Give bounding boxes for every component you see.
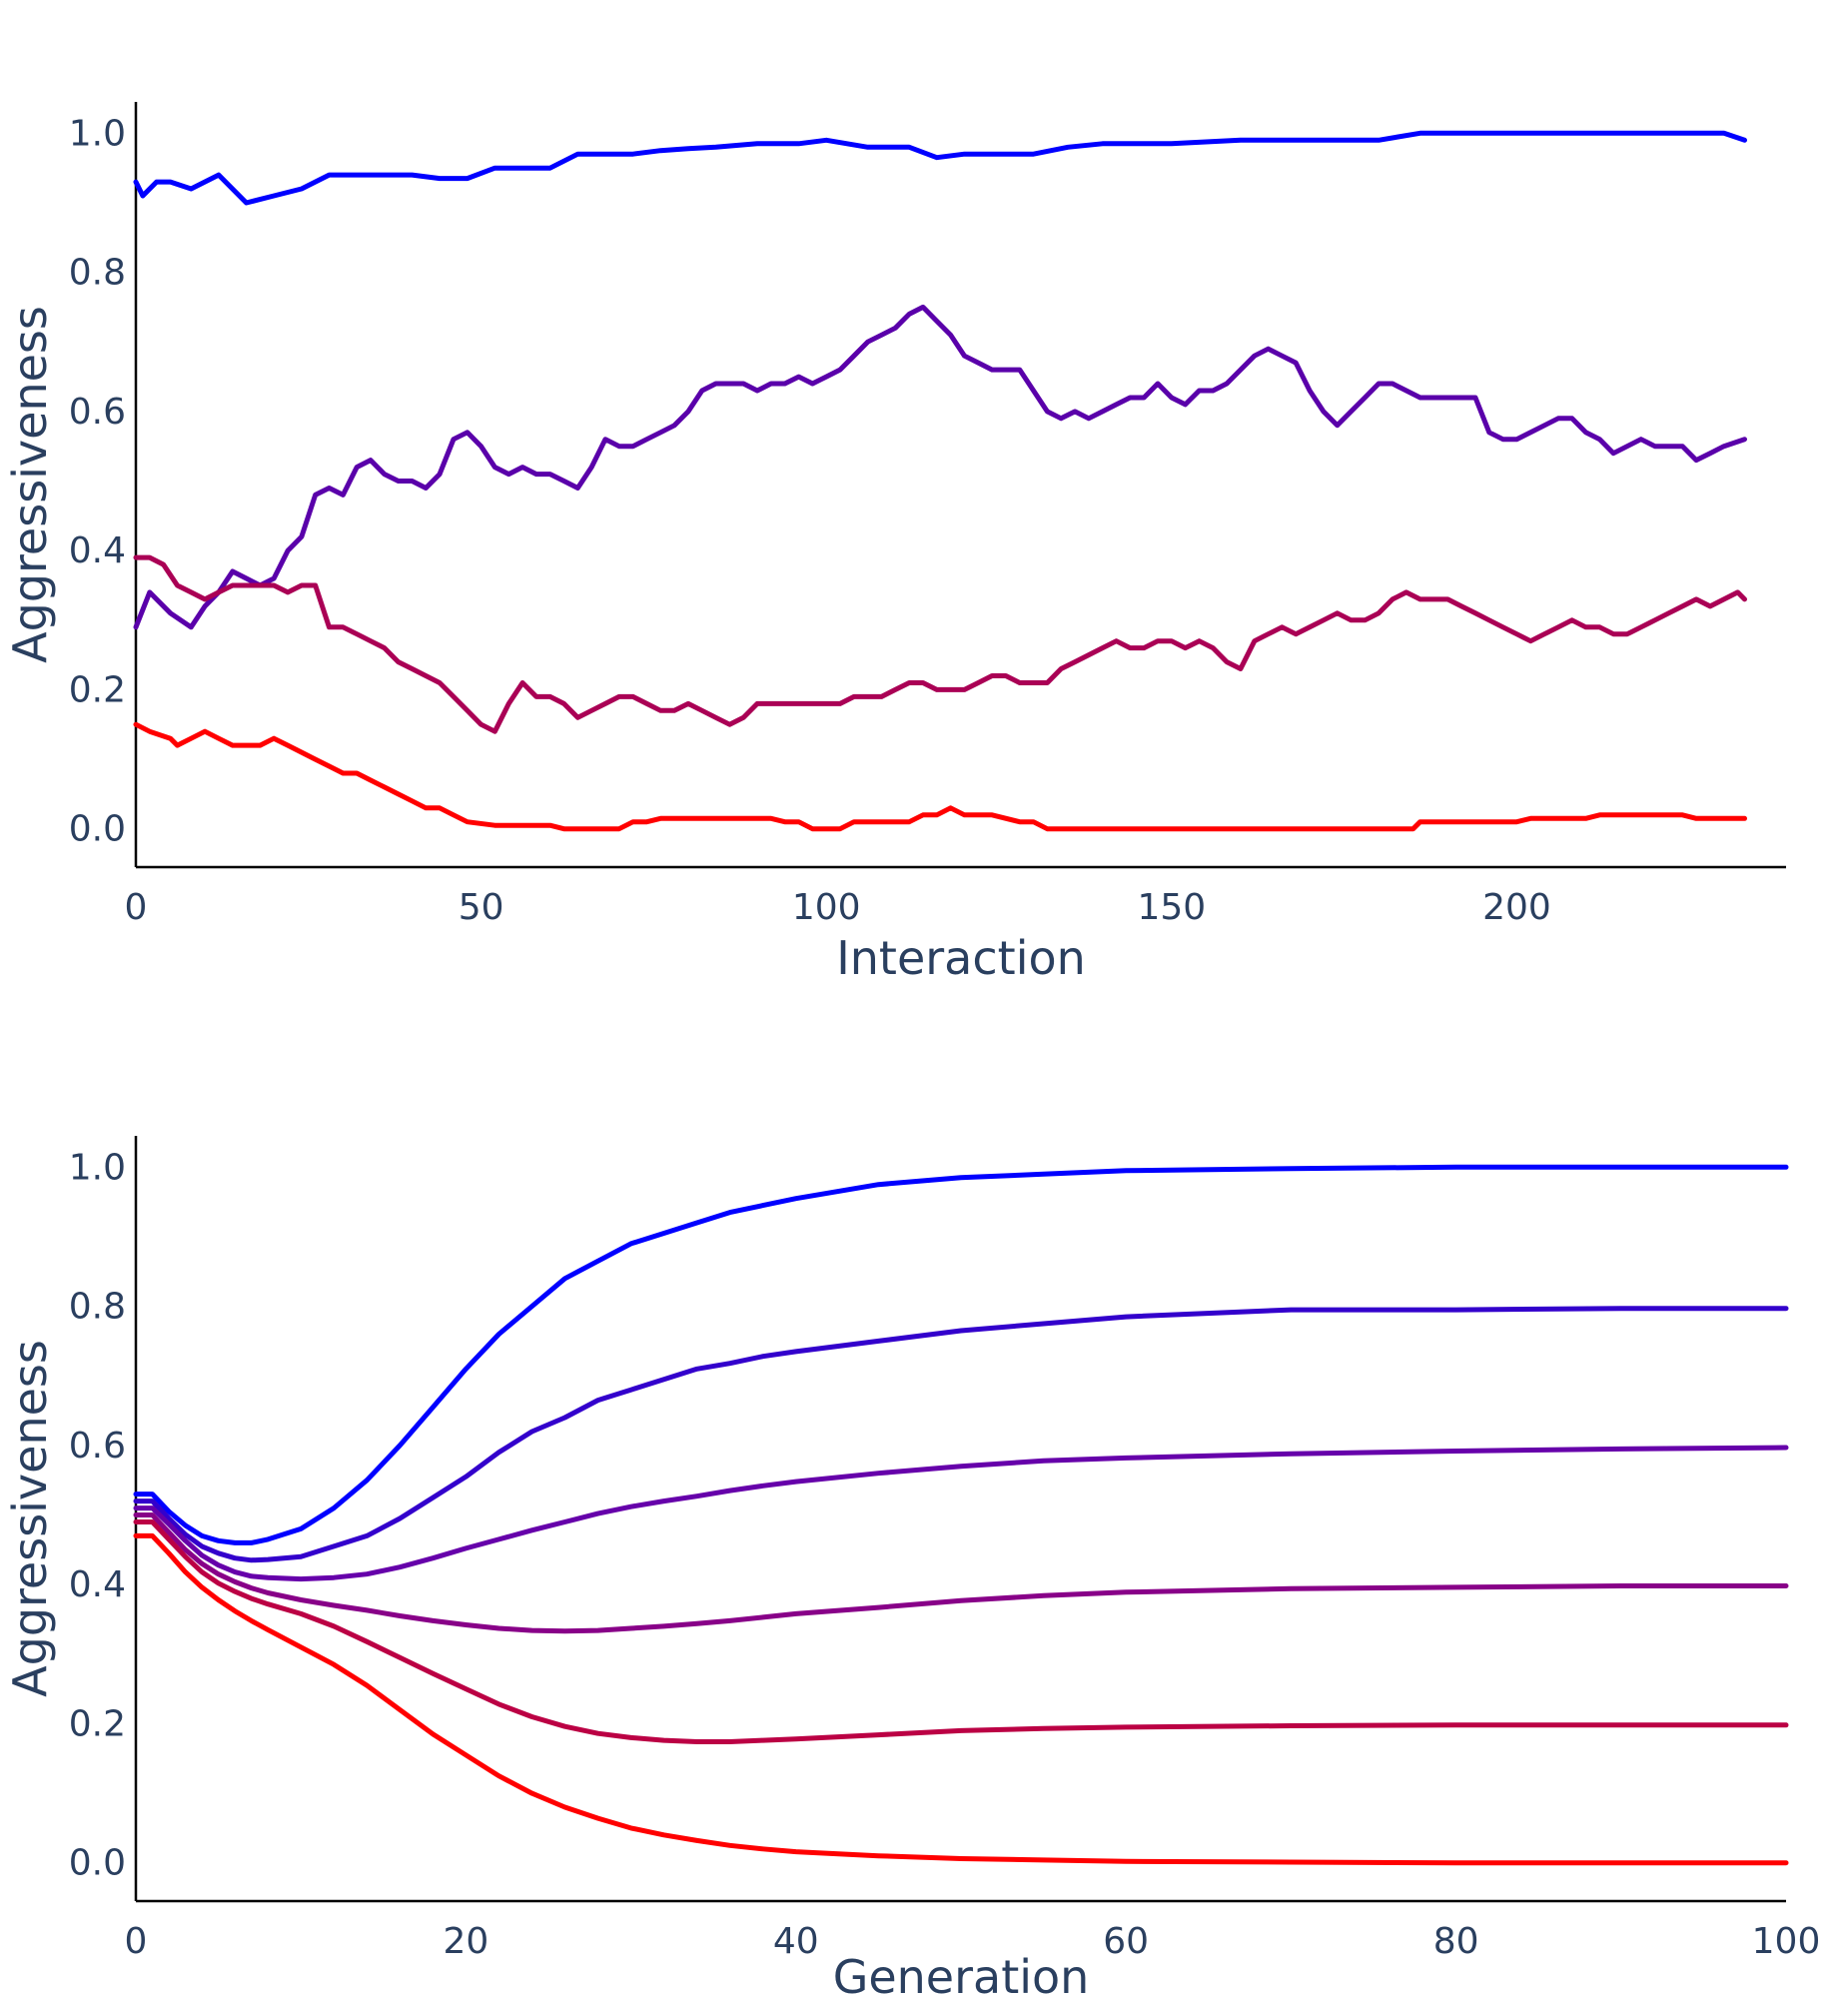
interaction-chart: 0.0 0.2 0.4 0.6 0.8 1.0 0 50 100 150 200 Interact… — [3, 102, 1786, 985]
x-tick-label: 20 — [443, 1921, 488, 1962]
series-line-2 — [133, 1306, 1789, 1563]
series-line-4 — [133, 721, 1747, 832]
x-tick-label: 0 — [125, 887, 148, 928]
y-tick-label: 0.6 — [69, 1426, 126, 1467]
x-tick-label: 100 — [792, 887, 861, 928]
series-group — [133, 1164, 1789, 1866]
series-line-3 — [133, 1445, 1789, 1582]
x-tick-label: 50 — [459, 887, 504, 928]
y-axis-title: Aggressiveness — [3, 1340, 57, 1697]
series-line-1 — [133, 130, 1747, 206]
series-line-5 — [133, 1519, 1789, 1744]
x-tick-label: 100 — [1752, 1921, 1821, 1962]
y-tick-label: 0.0 — [69, 1843, 126, 1884]
y-axis-title: Aggressiveness — [3, 306, 57, 663]
y-tick-labels: 0.0 0.2 0.4 0.6 0.8 1.0 — [69, 113, 126, 849]
x-axis-title: Interaction — [836, 931, 1086, 985]
y-tick-label: 0.8 — [69, 1287, 126, 1328]
series-group — [133, 130, 1747, 832]
y-tick-label: 0.2 — [69, 1703, 126, 1744]
x-tick-label: 150 — [1137, 887, 1206, 928]
series-line-6 — [133, 1532, 1789, 1866]
series-line-2 — [133, 304, 1747, 630]
x-tick-labels: 0 50 100 150 200 — [125, 887, 1551, 928]
series-line-1 — [133, 1164, 1789, 1545]
x-axis-title: Generation — [833, 1950, 1090, 1998]
y-tick-label: 0.2 — [69, 669, 126, 710]
y-tick-label: 0.0 — [69, 809, 126, 850]
x-tick-label: 80 — [1433, 1921, 1479, 1962]
x-tick-label: 40 — [773, 1921, 819, 1962]
x-tick-label: 0 — [125, 1921, 148, 1962]
y-tick-label: 0.4 — [69, 1564, 126, 1605]
y-tick-label: 1.0 — [69, 113, 126, 154]
y-tick-label: 0.6 — [69, 392, 126, 433]
series-line-3 — [133, 554, 1747, 734]
x-tick-labels: 0 20 40 60 80 100 — [125, 1921, 1821, 1962]
y-tick-label: 0.4 — [69, 530, 126, 571]
y-tick-labels: 0.0 0.2 0.4 0.6 0.8 1.0 — [69, 1147, 126, 1883]
series-line-4 — [133, 1512, 1789, 1634]
x-tick-label: 200 — [1482, 887, 1551, 928]
y-tick-label: 0.8 — [69, 253, 126, 294]
x-tick-label: 60 — [1103, 1921, 1149, 1962]
y-tick-label: 1.0 — [69, 1147, 126, 1188]
generation-chart: 0.0 0.2 0.4 0.6 0.8 1.0 0 20 40 60 80 100 Generati… — [3, 1136, 1820, 1998]
